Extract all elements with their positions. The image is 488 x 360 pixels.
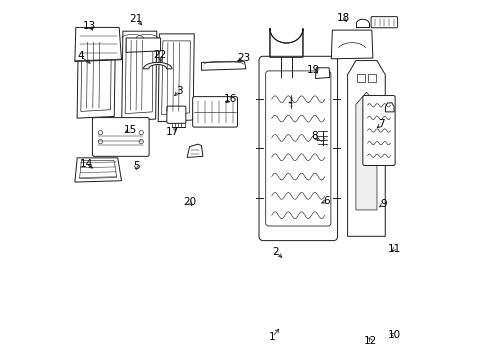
Text: 1: 1 xyxy=(268,332,275,342)
FancyBboxPatch shape xyxy=(192,96,237,127)
Text: 4: 4 xyxy=(77,51,83,61)
Polygon shape xyxy=(269,29,303,57)
Circle shape xyxy=(139,131,143,135)
FancyBboxPatch shape xyxy=(356,74,364,82)
Text: 21: 21 xyxy=(129,14,142,24)
Polygon shape xyxy=(143,62,172,69)
Polygon shape xyxy=(122,31,157,121)
Text: 2: 2 xyxy=(272,247,279,257)
Polygon shape xyxy=(385,103,393,112)
FancyBboxPatch shape xyxy=(92,118,149,156)
Text: 12: 12 xyxy=(364,336,377,346)
Text: 8: 8 xyxy=(310,131,317,141)
FancyBboxPatch shape xyxy=(166,106,185,123)
Text: 10: 10 xyxy=(387,330,400,340)
Text: 20: 20 xyxy=(183,197,196,207)
Polygon shape xyxy=(187,144,203,157)
Text: 7: 7 xyxy=(377,120,384,129)
Polygon shape xyxy=(75,158,121,182)
FancyBboxPatch shape xyxy=(259,56,337,240)
Text: 9: 9 xyxy=(380,199,386,210)
Text: 3: 3 xyxy=(176,86,182,96)
Text: 19: 19 xyxy=(306,64,319,75)
Polygon shape xyxy=(77,34,115,118)
Polygon shape xyxy=(315,68,329,78)
Polygon shape xyxy=(347,60,385,236)
Text: 6: 6 xyxy=(323,196,329,206)
Polygon shape xyxy=(355,92,376,210)
Polygon shape xyxy=(330,30,372,59)
Text: 11: 11 xyxy=(387,244,400,254)
Text: 23: 23 xyxy=(237,53,250,63)
FancyBboxPatch shape xyxy=(370,17,397,28)
Text: 16: 16 xyxy=(224,94,237,104)
Text: 5: 5 xyxy=(133,161,139,171)
Polygon shape xyxy=(126,38,160,52)
Text: 15: 15 xyxy=(123,125,137,135)
Circle shape xyxy=(98,139,102,144)
Polygon shape xyxy=(75,27,121,62)
Text: 14: 14 xyxy=(79,159,92,169)
Circle shape xyxy=(139,139,143,144)
Polygon shape xyxy=(158,34,194,122)
FancyBboxPatch shape xyxy=(362,95,394,166)
Circle shape xyxy=(98,131,102,135)
Polygon shape xyxy=(201,62,245,70)
Text: 17: 17 xyxy=(165,127,178,136)
Text: 18: 18 xyxy=(336,13,349,23)
FancyBboxPatch shape xyxy=(367,74,375,82)
Text: 13: 13 xyxy=(83,21,96,31)
Text: 22: 22 xyxy=(153,50,166,60)
